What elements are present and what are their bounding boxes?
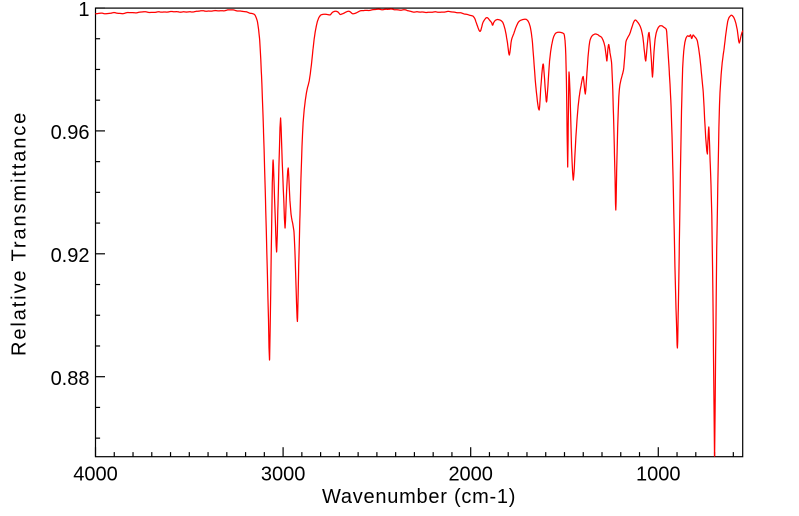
svg-text:3000: 3000 [261,464,306,486]
svg-text:0.92: 0.92 [51,245,90,267]
svg-text:Relative Transmittance: Relative Transmittance [9,111,31,356]
svg-text:0.88: 0.88 [51,368,90,390]
svg-text:Wavenumber (cm-1): Wavenumber (cm-1) [322,486,516,508]
svg-text:0.96: 0.96 [51,122,90,144]
svg-text:2000: 2000 [448,464,493,486]
svg-text:1000: 1000 [636,464,681,486]
svg-text:1: 1 [78,0,89,21]
svg-text:4000: 4000 [73,464,118,486]
